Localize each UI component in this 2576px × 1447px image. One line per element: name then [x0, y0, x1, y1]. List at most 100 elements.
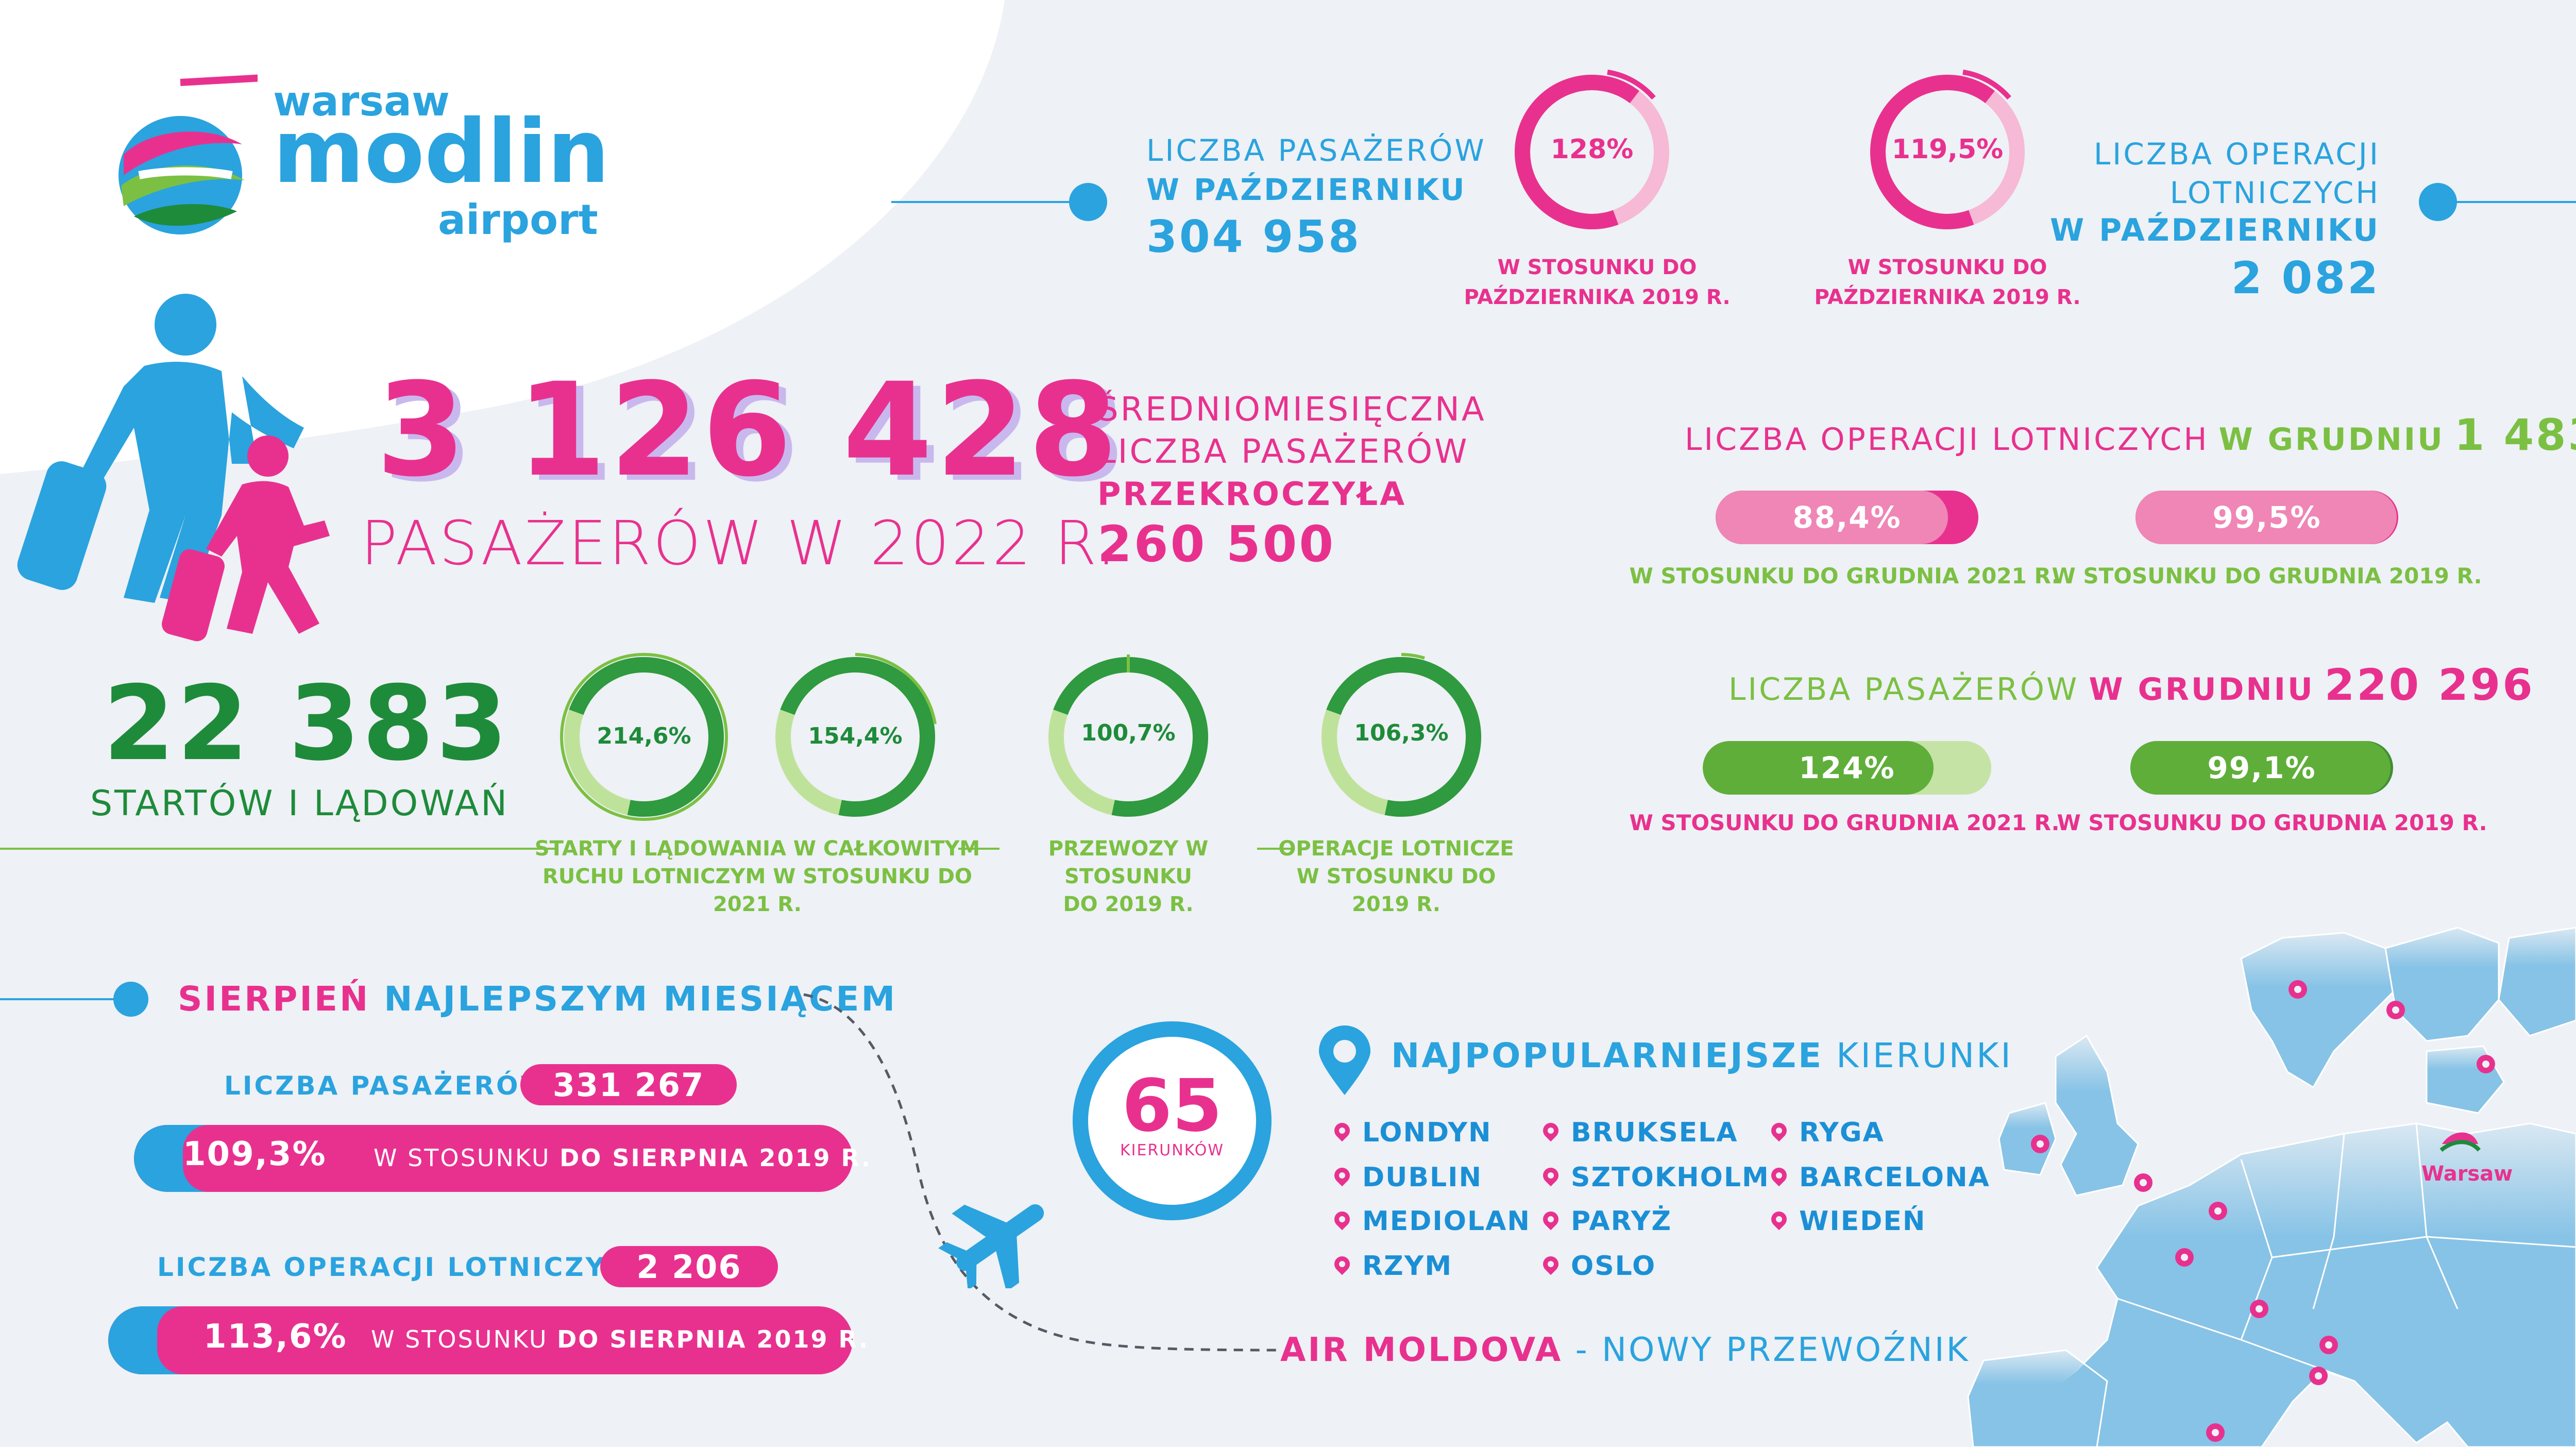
monthly-line2: LICZBA PASAŻERÓW [1097, 433, 1469, 471]
destination-wieden: WIEDEŃ [1768, 1206, 1926, 1237]
pin-icon [1768, 1119, 1790, 1142]
august-pax-note-light: W STOSUNKU [374, 1144, 551, 1172]
total-pax-value: 3 126 428 [376, 355, 1121, 505]
august-ops-value: 2 206 [600, 1246, 778, 1287]
december-ops-bar2-fill [2136, 491, 2397, 544]
green-note-2b: DO 2019 R. [1063, 893, 1194, 916]
green-note-2a: PRZEWOZY W STOSUNKU [1048, 837, 1209, 888]
green-note-3: OPERACJE LOTNICZE W STOSUNKU DO 2019 R. [1267, 835, 1525, 918]
december-pax-value: 220 296 [2324, 660, 2535, 710]
october-pax-value: 304 958 [1146, 211, 1361, 263]
globe-logo-icon [118, 74, 258, 234]
green-line [0, 848, 556, 850]
destination-londyn: LONDYN [1331, 1117, 1492, 1148]
august-ops-note: W STOSUNKU DO SIERPNIA 2019 R. [371, 1325, 869, 1353]
december-pax-heading: LICZBA PASAŻERÓW W GRUDNIU 220 296 [1728, 660, 2535, 710]
august-ops-bar-edge [157, 1306, 183, 1374]
green-ring-4-value: 106,3% [1354, 720, 1449, 746]
monthly-line1: ŚREDNIOMIESIĘCZNA [1097, 391, 1486, 429]
destinations-title: NAJPOPULARNIEJSZE KIERUNKI [1391, 1036, 2013, 1075]
green-ring-3: 100,7% [1043, 652, 1213, 822]
october-ops-label1: LICZBA OPERACJI [2093, 137, 2380, 172]
december-ops-bar2: 99,5% [2136, 491, 2398, 544]
december-ops-bar2-note: W STOSUNKU DO GRUDNIA 2019 R. [2052, 563, 2482, 588]
december-pax-bar2-value: 99,1% [2207, 750, 2316, 785]
august-pax-value: 331 267 [520, 1064, 737, 1105]
october-pax-label1: LICZBA PASAŻERÓW [1146, 133, 1486, 168]
august-title: SIERPIEŃ NAJLEPSZYM MIESIĄCEM [178, 979, 897, 1019]
ring-october-pax-value: 128% [1550, 134, 1634, 165]
green-line [958, 848, 999, 850]
december-ops-bar1: 88,4% [1716, 491, 1978, 544]
destinations-title-bold: NAJPOPULARNIEJSZE [1391, 1036, 1824, 1075]
logo: warsaw modlin airport [103, 72, 609, 247]
august-pax-bar [134, 1125, 853, 1192]
new-carrier: AIR MOLDOVA - NOWY PRZEWOŹNIK [1280, 1331, 1970, 1369]
december-ops-bar1-value: 88,4% [1792, 500, 1902, 535]
pin-icon [1539, 1208, 1562, 1231]
december-ops-heading: LICZBA OPERACJI LOTNICZYCH W GRUDNIU 1 4… [1685, 410, 2576, 460]
logo-line3: airport [438, 196, 598, 244]
airplane-icon [938, 1204, 1044, 1288]
december-pax-label: LICZBA PASAŻERÓW [1728, 671, 2079, 708]
ring-october-ops-value: 119,5% [1891, 134, 2004, 165]
destinations-count-ring: 65 KIERUNKÓW [1069, 1018, 1275, 1224]
green-note-1b: RUCHU LOTNICZYM W STOSUNKU DO 2021 R. [542, 865, 973, 916]
pin-icon [1331, 1164, 1353, 1187]
monthly-value: 260 500 [1097, 515, 1336, 573]
august-ops-note-light: W STOSUNKU [371, 1325, 548, 1353]
december-pax-bar1-note: W STOSUNKU DO GRUDNIA 2021 R. [1629, 810, 2060, 835]
destinations-count: 65 [1122, 1064, 1223, 1148]
green-ring-3-value: 100,7% [1081, 720, 1176, 746]
connector-line [2452, 201, 2576, 203]
flight-path [803, 993, 1278, 1352]
green-ring-4: 106,3% [1316, 652, 1486, 822]
destination-oslo: OSLO [1539, 1251, 1656, 1282]
october-ops-label2: LOTNICZYCH [2170, 175, 2380, 210]
august-title-blue: NAJLEPSZYM MIESIĄCEM [384, 979, 897, 1019]
december-pax-bar1-fill [1703, 741, 1934, 795]
movements-label: STARTÓW I LĄDOWAŃ [90, 783, 510, 824]
location-pin-icon [1319, 1025, 1370, 1095]
total-pax-label: PASAŻERÓW W 2022 R. [361, 508, 1118, 579]
green-ring-1: 214,6% [559, 652, 729, 822]
october-ops-value: 2 082 [2231, 253, 2380, 304]
green-ring-2: 154,4% [770, 652, 940, 822]
destination-sztokholm: SZTOKHOLM [1539, 1162, 1770, 1193]
travelers-icon [17, 294, 330, 642]
december-ops-label: LICZBA OPERACJI LOTNICZYCH [1685, 422, 2209, 458]
green-note-3b: W STOSUNKU DO 2019 R. [1296, 865, 1496, 916]
monthly-line3: PRZEKROCZYŁA [1097, 475, 1407, 513]
december-pax-label-bold: W GRUDNIU [2089, 671, 2315, 708]
december-ops-label-bold: W GRUDNIU [2218, 422, 2445, 458]
pin-icon [1768, 1208, 1790, 1231]
december-ops-value: 1 483 [2454, 410, 2576, 460]
connector-dot [1069, 183, 1107, 221]
destination-paryz: PARYŻ [1539, 1206, 1672, 1237]
pin-icon [1331, 1253, 1353, 1275]
europe-map [1967, 927, 2576, 1447]
pin-icon [1539, 1253, 1562, 1275]
august-ops-pct: 113,6% [204, 1318, 347, 1356]
ring-october-pax: 128% [1510, 67, 1674, 232]
destinations-count-label: KIERUNKÓW [1120, 1141, 1225, 1159]
green-note-3a: OPERACJE LOTNICZE [1278, 837, 1514, 861]
december-pax-bar2: 99,1% [2130, 741, 2393, 795]
august-ops-note-bold: DO SIERPNIA 2019 R. [557, 1325, 870, 1353]
destinations-title-light: KIERUNKI [1836, 1036, 2013, 1075]
ring-october-pax-note: W STOSUNKU DO PAŹDZIERNIKA 2019 R. [1464, 256, 1731, 309]
destination-ryga: RYGA [1768, 1117, 1885, 1148]
august-pax-pct: 109,3% [183, 1135, 327, 1173]
pin-icon [1539, 1119, 1562, 1142]
destination-dublin: DUBLIN [1331, 1162, 1482, 1193]
green-note-2: PRZEWOZY W STOSUNKU DO 2019 R. [994, 835, 1262, 918]
green-line [1257, 848, 1293, 850]
new-carrier-name: AIR MOLDOVA [1280, 1331, 1563, 1369]
december-ops-bar2-value: 99,5% [2212, 500, 2321, 535]
august-title-pink: SIERPIEŃ [178, 979, 370, 1019]
connector-dot [113, 982, 148, 1017]
destination-mediolan: MEDIOLAN [1331, 1206, 1531, 1237]
new-carrier-note: - NOWY PRZEWOŹNIK [1575, 1331, 1970, 1369]
green-note-1: STARTY I LĄDOWANIA W CAŁKOWITYM RUCHU LO… [515, 835, 999, 918]
